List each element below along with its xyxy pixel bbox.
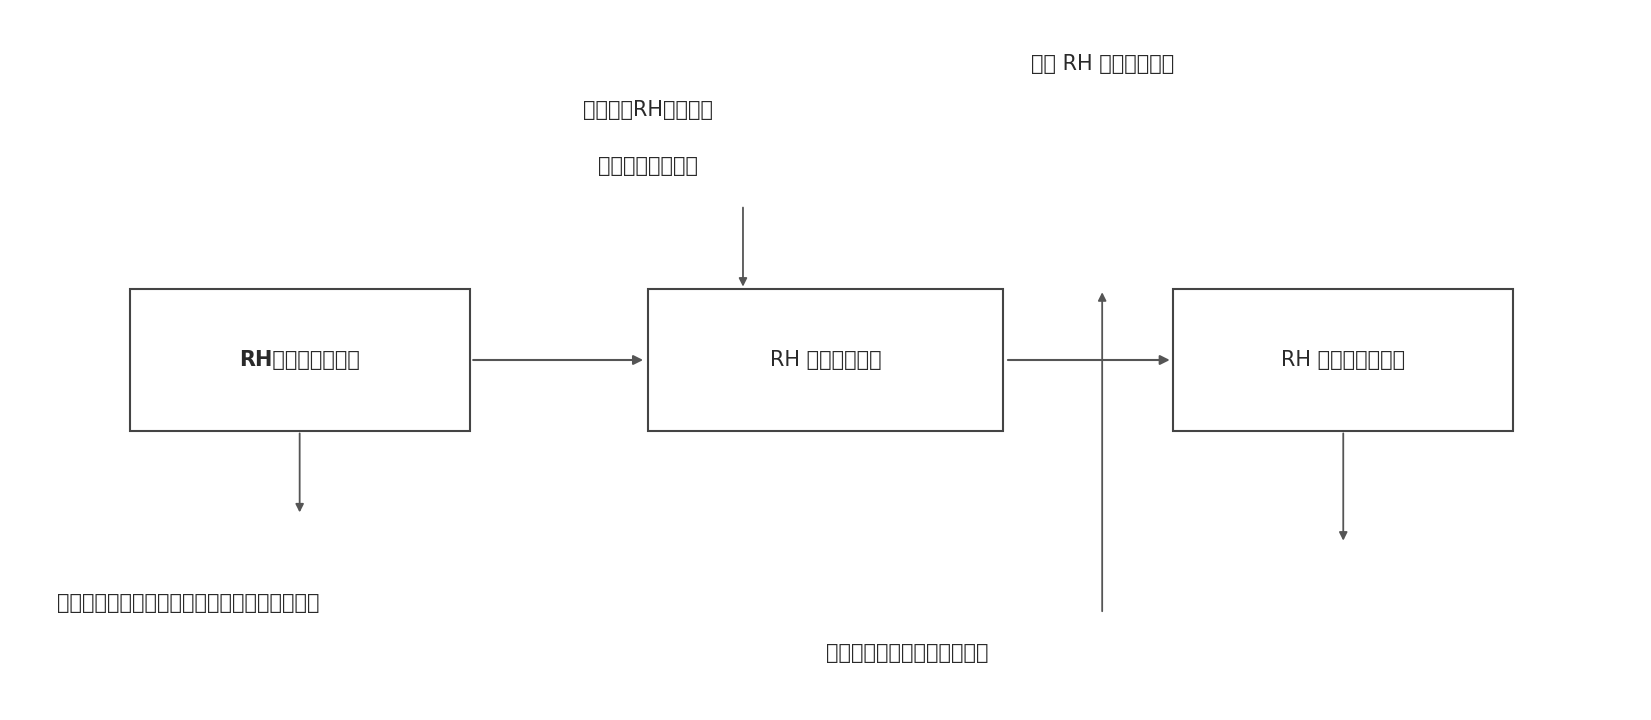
Text: 降低 RH 炉内的真空度: 降低 RH 炉内的真空度 xyxy=(1030,54,1174,73)
Text: RH 真空脱碳处理后: RH 真空脱碳处理后 xyxy=(1281,350,1405,370)
Text: RH真空脱碳处理前: RH真空脱碳处理前 xyxy=(239,350,360,370)
Bar xyxy=(1174,289,1512,431)
Text: 控制初始碳含量、初始氧含量、钢水的初始温度: 控制初始碳含量、初始氧含量、钢水的初始温度 xyxy=(56,593,319,613)
Text: RH 真空脱碳处理: RH 真空脱碳处理 xyxy=(769,350,882,370)
Text: 根据钢种要求进行脱氧合金化: 根据钢种要求进行脱氧合金化 xyxy=(826,643,987,663)
Text: 添加无污染脱氧剂: 添加无污染脱氧剂 xyxy=(598,156,697,176)
Text: 自料仓往RH真空室内: 自料仓往RH真空室内 xyxy=(583,99,713,120)
Bar xyxy=(130,289,469,431)
Bar xyxy=(647,289,1004,431)
